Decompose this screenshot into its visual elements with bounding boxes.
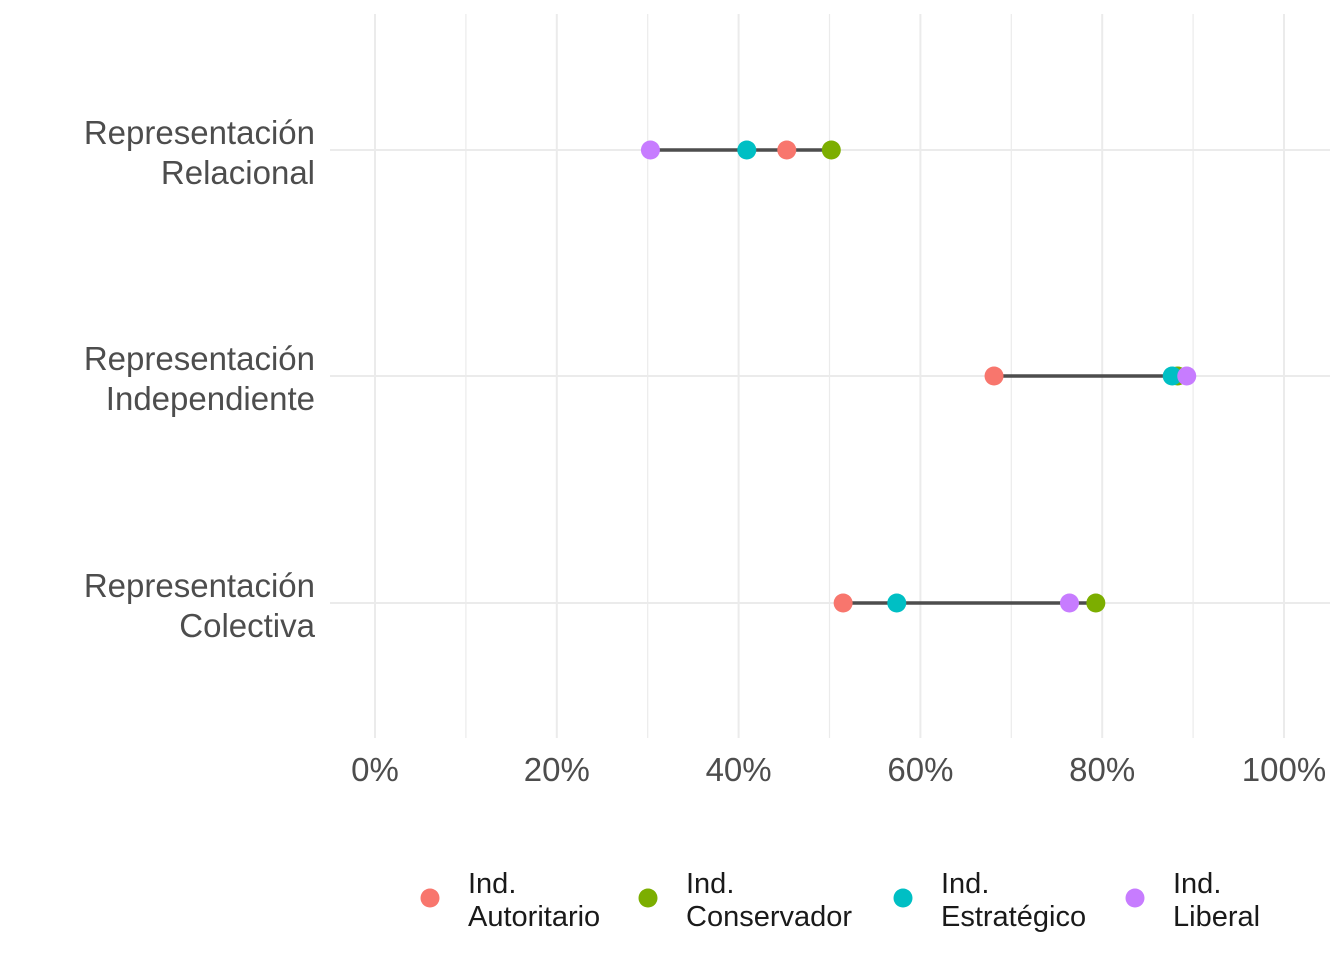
legend-key [1125,888,1145,908]
legend-label-line: Ind. [686,868,734,900]
x-tick-label: 0% [351,751,399,788]
x-tick-label: 20% [524,751,590,788]
x-tick-label: 100% [1242,751,1326,788]
legend-key [420,888,440,908]
legend-label: Ind. Conservador [686,868,852,933]
legend-label-line: Liberal [1173,901,1260,933]
legend-label-line: Ind. [941,868,989,900]
category-label: Representación Relacional [84,114,315,191]
data-point [1086,593,1106,613]
data-point [1177,366,1197,386]
data-point [984,366,1004,386]
category-label-line: Representación [84,567,315,604]
legend-key [893,888,913,908]
data-point [737,140,757,160]
category-label-line: Independiente [106,380,315,417]
category-label: Representación Colectiva [84,567,316,644]
x-tick-label: 80% [1069,751,1135,788]
x-tick-label: 60% [887,751,953,788]
legend-label: Ind. Autoritario [468,868,600,933]
legend-label-line: Estratégico [941,901,1086,933]
legend-label: Ind. Liberal [1173,868,1260,933]
legend-label: Ind. Estratégico [941,868,1086,933]
data-point [1162,366,1182,386]
category-label-line: Representación [84,114,315,151]
legend-key [638,888,658,908]
data-points [640,140,1197,613]
category-label-line: Relacional [161,154,315,191]
legend-label-line: Conservador [686,901,852,933]
category-label-line: Representación [84,340,315,377]
x-tick-label: 40% [706,751,772,788]
legend-label-line: Ind. [1173,868,1221,900]
legend-label-line: Ind. [468,868,516,900]
category-label-line: Colectiva [179,607,315,644]
legend-label-line: Autoritario [468,901,600,933]
data-point [640,140,660,160]
data-point [777,140,797,160]
data-point [833,593,853,613]
x-axis-ticks: 0% 20% 40% 60% 80% 100% [351,751,1326,788]
category-label: Representación Independiente [84,340,315,417]
data-point [887,593,907,613]
data-point [1059,593,1079,613]
data-point [821,140,841,160]
